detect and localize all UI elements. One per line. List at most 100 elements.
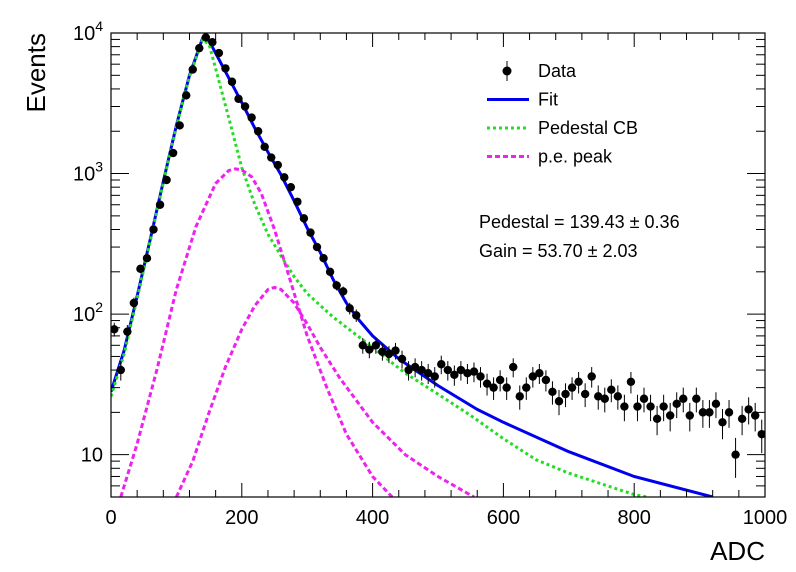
data-point (463, 368, 472, 378)
data-point (221, 64, 230, 73)
data-point (744, 405, 753, 414)
data-point (600, 394, 609, 403)
data-point (325, 267, 335, 277)
data-point (201, 33, 211, 42)
pedestal-error: 0.36 (645, 212, 680, 232)
data-point (384, 349, 394, 359)
x-tick-label: 600 (487, 507, 520, 529)
legend-label: p.e. peak (538, 147, 613, 167)
data-point (456, 365, 466, 375)
data-point (528, 372, 538, 381)
data-point (502, 383, 511, 392)
y-tick-exponent: 3 (95, 159, 103, 175)
data-point (391, 346, 400, 355)
data-point (587, 372, 596, 381)
data-point (692, 394, 701, 403)
data-point (410, 362, 420, 372)
data-point (554, 397, 564, 406)
y-tick-exponent: 2 (95, 299, 103, 315)
y-tick-label: 104 (73, 18, 103, 45)
data-point (175, 121, 184, 130)
x-tick-label: 400 (356, 507, 389, 529)
legend: Data Fit Pedestal CB p.e. peak (487, 61, 638, 167)
data-point (613, 392, 623, 401)
data-point (162, 175, 171, 185)
legend-label: Fit (538, 90, 558, 110)
data-point (437, 360, 446, 369)
data-point (240, 102, 250, 111)
pedestal-annotation: Pedestal = 139.43 ± 0.36 (479, 212, 680, 232)
x-tick-label: 0 (105, 507, 116, 529)
data-point (299, 214, 309, 223)
y-tick-exponent: 4 (95, 18, 103, 34)
legend-marker-data (502, 66, 512, 76)
data-point (672, 399, 681, 409)
data-point (214, 48, 224, 58)
data-point (607, 385, 616, 394)
data-point (293, 197, 302, 206)
data-point (168, 148, 178, 158)
data-point (580, 389, 590, 399)
curve-p-e-peak-2 (175, 285, 475, 497)
data-point (711, 399, 721, 409)
data-point (280, 173, 289, 182)
y-tick-base: 10 (73, 304, 95, 326)
data-point (136, 264, 145, 274)
curve-p-e-peak-1 (119, 167, 394, 497)
data-point (417, 365, 426, 375)
gain-error: 2.03 (603, 241, 638, 261)
data-point (247, 113, 256, 122)
data-point (574, 377, 583, 387)
data-point (234, 94, 243, 104)
x-tick-label: 1000 (743, 507, 788, 529)
data-point (724, 408, 734, 417)
data-point (306, 228, 315, 237)
data-point (182, 91, 191, 100)
data-point (430, 372, 439, 381)
data-point (188, 65, 197, 74)
data-point (495, 375, 505, 385)
y-tick-base: 10 (81, 445, 103, 467)
data-point (352, 311, 361, 320)
y-tick-label: 102 (73, 299, 103, 326)
data-point (541, 375, 551, 385)
data-point (685, 411, 694, 420)
data-point (731, 450, 740, 459)
data-point (626, 377, 636, 387)
y-tick-label: 10 (81, 445, 103, 467)
data-point (123, 327, 132, 336)
data-point (260, 142, 269, 152)
data-point (443, 365, 453, 375)
data-point (561, 389, 570, 399)
data-point (718, 418, 727, 427)
gain-label: Gain = 53.70 (479, 241, 583, 261)
data-point (116, 365, 126, 375)
data-point (345, 304, 354, 313)
data-point (312, 242, 322, 252)
data-point (227, 77, 237, 86)
data-point (338, 287, 348, 296)
data-point (646, 402, 655, 411)
data-point (423, 368, 433, 378)
y-tick-base: 10 (73, 23, 95, 45)
data-point (469, 367, 479, 376)
data-point (639, 394, 649, 403)
data-point (737, 414, 747, 424)
data-point (705, 408, 714, 417)
data-point (273, 160, 282, 170)
pedestal-label: Pedestal = 139.43 (479, 212, 625, 232)
data-point (358, 341, 367, 350)
data-point (659, 402, 668, 411)
gain-pm: ± (588, 241, 598, 261)
data-point (450, 370, 459, 380)
data-point (548, 387, 557, 397)
data-point (378, 347, 387, 356)
data-point (155, 200, 165, 209)
data-point (665, 411, 675, 420)
data-point (489, 383, 498, 392)
data-point (397, 354, 407, 364)
data-point (567, 383, 577, 392)
